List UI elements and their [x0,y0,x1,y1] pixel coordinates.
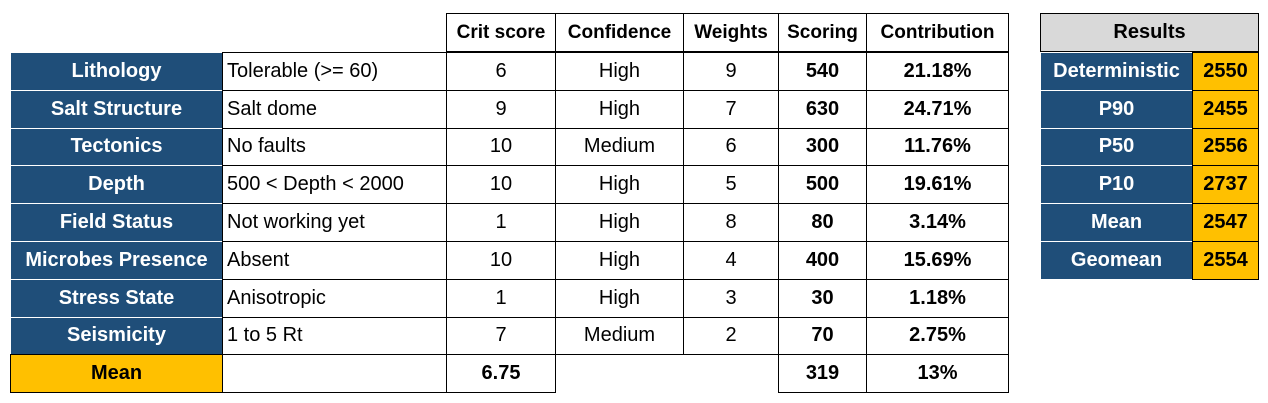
column-header: Confidence [555,13,684,52]
result-label: P50 [1040,127,1193,167]
scoring: 80 [778,203,867,242]
weight: 3 [683,278,779,318]
contribution: 2.75% [866,316,1009,356]
contribution: 21.18% [866,52,1009,91]
row-label: Salt Structure [10,89,223,129]
row-label: Field Status [10,203,223,242]
scoring: 500 [778,165,867,205]
scoring: 300 [778,127,867,167]
row-label: Microbes Presence [10,241,223,280]
contribution: 1.18% [866,278,1009,318]
description: Absent [222,241,447,280]
result-label: P90 [1040,89,1193,129]
weight: 2 [683,316,779,356]
scoring: 70 [778,316,867,356]
weight: 7 [683,89,779,129]
weight: 9 [683,52,779,91]
column-header: Contribution [866,13,1009,52]
confidence: High [555,52,684,91]
crit-score: 6 [446,52,556,91]
column-header: Crit score [446,13,556,52]
description: Anisotropic [222,278,447,318]
contribution: 19.61% [866,165,1009,205]
result-value: 2556 [1192,127,1259,167]
crit-score: 1 [446,278,556,318]
confidence: High [555,278,684,318]
mean-crit-score: 6.75 [446,354,556,394]
confidence: Medium [555,316,684,356]
column-header: Scoring [778,13,867,52]
row-label: Stress State [10,278,223,318]
crit-score: 7 [446,316,556,356]
confidence: High [555,89,684,129]
crit-score: 10 [446,241,556,280]
confidence: High [555,165,684,205]
result-value: 2550 [1192,52,1259,91]
result-label: Deterministic [1040,52,1193,91]
mean-label: Mean [10,354,223,394]
crit-score: 10 [446,165,556,205]
contribution: 15.69% [866,241,1009,280]
contribution: 24.71% [866,89,1009,129]
mean-contribution: 13% [866,354,1009,394]
row-label: Tectonics [10,127,223,167]
scoring: 400 [778,241,867,280]
weight: 8 [683,203,779,242]
column-header: Weights [683,13,779,52]
description: Tolerable (>= 60) [222,52,447,91]
description: Salt dome [222,89,447,129]
result-value: 2455 [1192,89,1259,129]
description: 500 < Depth < 2000 [222,165,447,205]
weight: 4 [683,241,779,280]
row-label: Depth [10,165,223,205]
contribution: 3.14% [866,203,1009,242]
description: 1 to 5 Rt [222,316,447,356]
row-label: Seismicity [10,316,223,356]
results-title: Results [1040,13,1259,52]
result-label: P10 [1040,165,1193,205]
scoring: 30 [778,278,867,318]
result-value: 2547 [1192,203,1259,242]
crit-score: 10 [446,127,556,167]
confidence: Medium [555,127,684,167]
scoring: 540 [778,52,867,91]
mean-scoring: 319 [778,354,867,394]
scoring: 630 [778,89,867,129]
confidence: High [555,203,684,242]
weight: 5 [683,165,779,205]
description: No faults [222,127,447,167]
result-label: Geomean [1040,241,1193,280]
row-label: Lithology [10,52,223,91]
result-value: 2554 [1192,241,1259,280]
empty-cell [222,354,447,394]
confidence: High [555,241,684,280]
crit-score: 9 [446,89,556,129]
result-value: 2737 [1192,165,1259,205]
weight: 6 [683,127,779,167]
crit-score: 1 [446,203,556,242]
result-label: Mean [1040,203,1193,242]
description: Not working yet [222,203,447,242]
contribution: 11.76% [866,127,1009,167]
